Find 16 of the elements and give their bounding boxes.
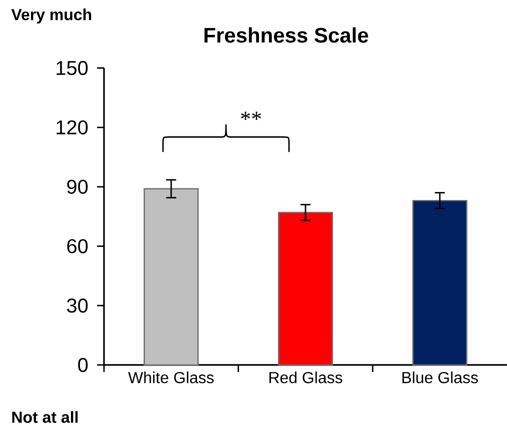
y-tick-label: 60 (67, 239, 88, 254)
bar (144, 188, 199, 366)
y-tick-label: 30 (66, 298, 88, 313)
y-tick-label: 0 (78, 358, 88, 372)
text: Not at all (12, 411, 78, 423)
y-tick-label: 120 (56, 120, 88, 134)
x-tick-label: White Glass (128, 372, 214, 384)
y-tick-label: 150 (56, 60, 88, 76)
x-tick-label: Red Glass (269, 372, 342, 384)
x-tick-label: Blue Glass (402, 372, 478, 384)
annotation: ** (241, 112, 261, 120)
bar (412, 200, 468, 366)
text: Very much (11, 8, 92, 24)
y-tick-label: 90 (67, 180, 88, 194)
bar (278, 212, 334, 366)
chart-title: Freshness Scale (204, 27, 368, 43)
